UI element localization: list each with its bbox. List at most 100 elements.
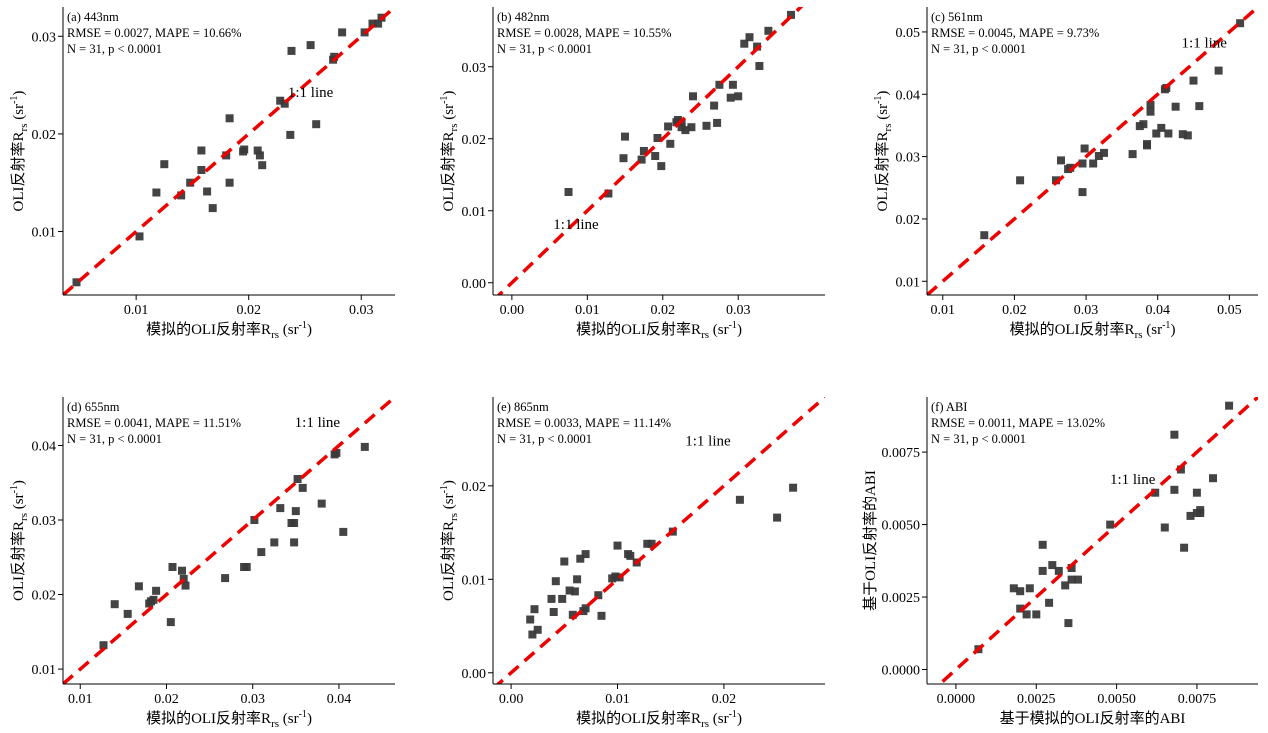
panel-b: 0.00 0.01 0.02 0.03 0.00 0.01 0.02 0.03 模拟的OLI反射… bbox=[439, 7, 825, 341]
data-point bbox=[1186, 511, 1195, 520]
data-point bbox=[1032, 610, 1041, 619]
data-point bbox=[166, 618, 175, 627]
data-point bbox=[740, 39, 749, 48]
subscript-rs: rs bbox=[448, 513, 460, 521]
data-point bbox=[1192, 488, 1201, 497]
label-text: OLI反射率R bbox=[10, 131, 27, 211]
data-point bbox=[197, 146, 206, 155]
data-point bbox=[1009, 584, 1018, 593]
annotation-line: (a) 443nm bbox=[67, 10, 119, 24]
data-point bbox=[225, 114, 234, 123]
label-text: 基于OLI反射率的ABI bbox=[862, 470, 879, 611]
data-point bbox=[597, 611, 606, 620]
y-tick-label: 0.04 bbox=[32, 439, 57, 454]
data-point bbox=[647, 539, 656, 548]
data-point bbox=[240, 145, 249, 154]
data-point bbox=[270, 538, 279, 547]
data-point bbox=[374, 19, 383, 28]
data-point bbox=[1160, 523, 1169, 532]
one-to-one-label: 1:1 line bbox=[685, 434, 731, 450]
data-point bbox=[666, 139, 675, 148]
label-text: (sr bbox=[441, 493, 457, 513]
data-point bbox=[1066, 163, 1075, 172]
y-tick-label: 0.01 bbox=[462, 573, 487, 588]
x-tick-label: 0.03 bbox=[726, 303, 751, 318]
label-text: ) bbox=[737, 711, 742, 727]
label-text: (sr bbox=[279, 711, 299, 727]
annotation-line: (c) 561nm bbox=[931, 10, 983, 24]
annotation-line: RMSE = 0.0011, MAPE = 13.02% bbox=[931, 416, 1105, 430]
data-point bbox=[728, 80, 737, 89]
label-text: ) bbox=[737, 322, 742, 338]
label-text: OLI反射率R bbox=[440, 131, 457, 211]
data-point bbox=[317, 499, 326, 508]
data-point bbox=[604, 189, 613, 198]
data-point bbox=[286, 130, 295, 139]
data-point bbox=[621, 132, 629, 141]
data-point bbox=[276, 96, 285, 105]
data-point bbox=[290, 538, 299, 547]
y-tick-label: 0.05 bbox=[896, 26, 921, 41]
data-point bbox=[1171, 102, 1180, 111]
superscript-minus-one: -1 bbox=[873, 96, 884, 104]
y-tick-label: 0.01 bbox=[32, 226, 57, 241]
label-text: ) bbox=[11, 480, 27, 485]
label-text: 模拟的OLI反射率R bbox=[146, 710, 271, 727]
y-tick-label: 0.03 bbox=[462, 61, 487, 76]
data-point bbox=[1016, 587, 1025, 596]
annotation-line: RMSE = 0.0033, MAPE = 11.14% bbox=[497, 416, 671, 430]
data-point bbox=[1157, 123, 1166, 132]
data-point bbox=[177, 191, 186, 200]
annotation-line: (f) ABI bbox=[931, 400, 967, 414]
label-text: 模拟的OLI反射率R bbox=[576, 710, 701, 727]
data-point bbox=[710, 101, 719, 110]
data-point bbox=[1152, 129, 1161, 138]
label-text: ) bbox=[307, 322, 312, 338]
data-point bbox=[1176, 465, 1185, 474]
data-point bbox=[110, 600, 119, 609]
data-point bbox=[551, 577, 560, 586]
data-point bbox=[179, 574, 188, 583]
data-point bbox=[1025, 584, 1034, 593]
y-axis-title: 基于OLI反射率的ABI bbox=[862, 470, 879, 611]
one-to-one-line bbox=[927, 7, 1258, 295]
x-axis-title: 模拟的OLI反射率Rrs (sr-1) bbox=[146, 320, 312, 341]
panel-d: 0.01 0.02 0.03 0.04 0.01 0.02 0.03 0.04 模拟的OLI反射… bbox=[9, 397, 395, 730]
data-point bbox=[1189, 76, 1198, 85]
annotation-line: N = 31, p < 0.0001 bbox=[497, 432, 592, 446]
superscript-minus-one: -1 bbox=[9, 485, 20, 493]
data-point bbox=[1128, 150, 1137, 159]
x-tick-label: 0.01 bbox=[575, 303, 600, 318]
data-point bbox=[687, 123, 696, 132]
data-point bbox=[789, 483, 798, 492]
data-point bbox=[1078, 159, 1087, 168]
panel-f: 0.0000 0.0025 0.0050 0.0075 0.0000 0.0025 0.00… bbox=[862, 397, 1258, 727]
y-tick-label: 0.00 bbox=[462, 667, 487, 682]
data-point bbox=[338, 28, 347, 37]
superscript-minus-one: -1 bbox=[299, 709, 307, 720]
y-tick-label: 0.03 bbox=[32, 514, 57, 529]
data-point bbox=[135, 232, 144, 241]
data-point bbox=[619, 154, 628, 163]
data-point bbox=[565, 586, 574, 595]
annotation-line: RMSE = 0.0045, MAPE = 9.73% bbox=[931, 26, 1099, 40]
data-point bbox=[581, 550, 590, 559]
data-point bbox=[1094, 152, 1103, 160]
data-point bbox=[1057, 156, 1065, 165]
data-point bbox=[755, 62, 764, 70]
data-point bbox=[594, 591, 603, 600]
data-point bbox=[225, 178, 234, 187]
x-tick-label: 0.03 bbox=[240, 692, 265, 707]
y-tick-label: 0.0075 bbox=[882, 446, 921, 461]
panel-c: 0.01 0.02 0.03 0.04 0.05 0.01 0.02 0.03 0.04 0.05… bbox=[873, 7, 1258, 341]
label-text: (sr bbox=[279, 322, 299, 338]
label-text: ) bbox=[307, 711, 312, 727]
superscript-minus-one: -1 bbox=[9, 96, 20, 104]
subscript-rs: rs bbox=[701, 329, 709, 341]
data-point bbox=[168, 563, 177, 571]
data-point bbox=[1139, 120, 1148, 129]
data-point bbox=[280, 99, 289, 108]
y-tick-label: 0.02 bbox=[462, 480, 487, 495]
annotation-line: RMSE = 0.0028, MAPE = 10.55% bbox=[497, 26, 672, 40]
superscript-minus-one: -1 bbox=[1162, 320, 1170, 331]
